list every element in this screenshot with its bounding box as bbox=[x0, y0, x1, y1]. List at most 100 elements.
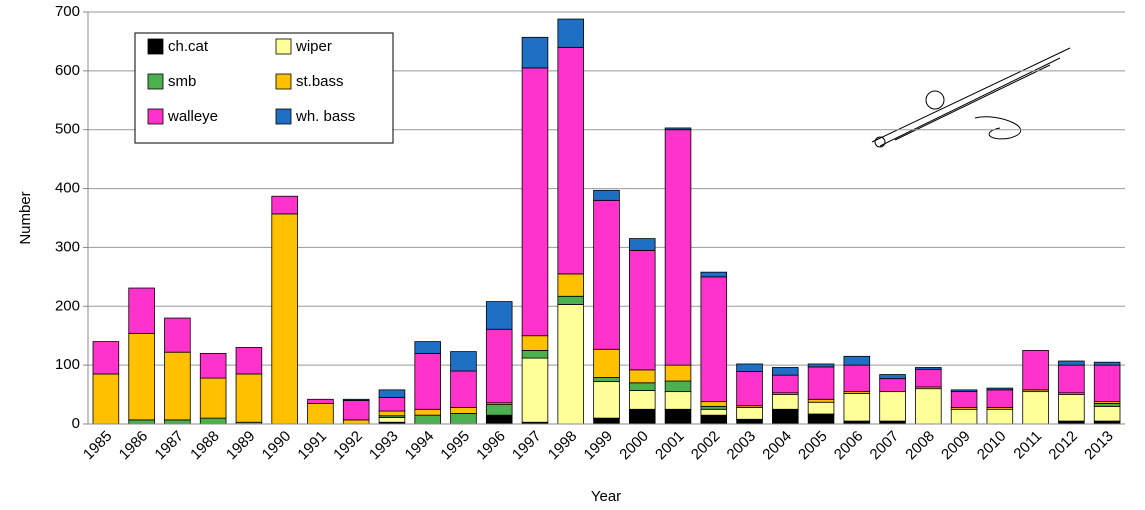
legend-label: ch.cat bbox=[168, 38, 209, 55]
bar-segment bbox=[129, 288, 155, 333]
bar-segment bbox=[415, 409, 441, 415]
legend-swatch bbox=[148, 109, 163, 124]
bar-segment bbox=[987, 390, 1013, 408]
bar-segment bbox=[808, 364, 834, 367]
bar-segment bbox=[808, 367, 834, 399]
bar-segment bbox=[880, 392, 906, 421]
bar-segment bbox=[415, 353, 441, 409]
bar-segment bbox=[772, 409, 798, 424]
bar-segment bbox=[451, 413, 477, 424]
bar-segment bbox=[844, 365, 870, 391]
legend-swatch bbox=[148, 39, 163, 54]
bar-segment bbox=[379, 411, 405, 416]
bar-segment bbox=[629, 383, 655, 391]
x-tick-label: 2008 bbox=[902, 428, 938, 464]
bar-segment bbox=[236, 374, 262, 422]
bar-segment bbox=[701, 409, 727, 415]
bar-segment bbox=[486, 415, 512, 424]
bar-segment bbox=[629, 409, 655, 424]
legend-label: wiper bbox=[295, 38, 332, 55]
bar-segment bbox=[665, 381, 691, 392]
bar-segment bbox=[343, 399, 369, 400]
x-tick-label: 1992 bbox=[330, 428, 366, 464]
bar-segment bbox=[987, 409, 1013, 424]
bar-segment bbox=[1094, 406, 1120, 421]
bar-segment bbox=[880, 375, 906, 379]
bar-segment bbox=[665, 392, 691, 410]
bar-segment bbox=[594, 418, 620, 424]
bar-segment bbox=[272, 196, 298, 214]
bar-segment bbox=[629, 250, 655, 369]
bar-segment bbox=[522, 358, 548, 422]
bar-segment bbox=[594, 378, 620, 382]
bar-segment bbox=[951, 409, 977, 424]
bar-segment bbox=[200, 353, 226, 378]
bar-segment bbox=[451, 352, 477, 371]
bar-segment bbox=[415, 342, 441, 354]
legend-swatch bbox=[276, 74, 291, 89]
bar-segment bbox=[594, 382, 620, 418]
bar-segment bbox=[951, 390, 977, 392]
x-tick-label: 2009 bbox=[938, 428, 974, 464]
x-tick-label: 2001 bbox=[652, 428, 688, 464]
x-tick-label: 1994 bbox=[402, 428, 438, 464]
bar-segment bbox=[379, 418, 405, 423]
bar-segment bbox=[93, 342, 119, 374]
bar-segment bbox=[343, 400, 369, 419]
bar-segment bbox=[915, 369, 941, 387]
bar-segment bbox=[737, 408, 763, 420]
x-tick-label: 1998 bbox=[545, 428, 581, 464]
legend-swatch bbox=[148, 74, 163, 89]
bar-segment bbox=[1094, 365, 1120, 401]
bar-segment bbox=[629, 370, 655, 383]
x-tick-label: 2006 bbox=[831, 428, 867, 464]
bar-segment bbox=[808, 399, 834, 402]
bar-segment bbox=[701, 406, 727, 409]
bar-segment bbox=[665, 365, 691, 381]
bar-segment bbox=[558, 47, 584, 274]
bar-segment bbox=[594, 200, 620, 349]
x-tick-label: 2005 bbox=[795, 428, 831, 464]
bar-segment bbox=[808, 402, 834, 414]
chart: Number Year 0100200300400500600700198519… bbox=[0, 0, 1145, 510]
y-tick-label: 0 bbox=[72, 415, 80, 432]
x-tick-label: 2004 bbox=[759, 428, 795, 464]
x-tick-label: 2000 bbox=[616, 428, 652, 464]
x-tick-label: 1991 bbox=[294, 428, 330, 464]
bar-segment bbox=[844, 393, 870, 421]
x-tick-label: 2013 bbox=[1081, 428, 1117, 464]
bar-segment bbox=[701, 415, 727, 424]
bar-segment bbox=[558, 274, 584, 296]
bar-segment bbox=[129, 333, 155, 420]
bar-segment bbox=[844, 356, 870, 365]
x-tick-label: 2012 bbox=[1045, 428, 1081, 464]
x-tick-label: 2007 bbox=[867, 428, 903, 464]
bar-segment bbox=[308, 403, 334, 424]
bar-segment bbox=[451, 371, 477, 407]
bar-segment bbox=[486, 329, 512, 403]
bar-segment bbox=[129, 420, 155, 424]
y-tick-label: 200 bbox=[55, 297, 80, 314]
bar-segment bbox=[772, 367, 798, 375]
x-tick-label: 2010 bbox=[974, 428, 1010, 464]
bar-segment bbox=[665, 409, 691, 424]
bar-segment bbox=[200, 378, 226, 418]
bar-segment bbox=[379, 398, 405, 412]
y-tick-label: 500 bbox=[55, 121, 80, 138]
bar-segment bbox=[701, 402, 727, 407]
bar-segment bbox=[165, 318, 191, 352]
bar-segment bbox=[165, 420, 191, 424]
bar-segment bbox=[379, 390, 405, 398]
bar-segment bbox=[558, 19, 584, 47]
bar-segment bbox=[522, 37, 548, 68]
x-tick-label: 1986 bbox=[116, 428, 152, 464]
x-tick-label: 1990 bbox=[259, 428, 295, 464]
x-tick-label: 1999 bbox=[581, 428, 617, 464]
bar-segment bbox=[1094, 362, 1120, 365]
y-tick-label: 600 bbox=[55, 62, 80, 79]
bar-segment bbox=[165, 352, 191, 420]
bar-segment bbox=[415, 415, 441, 424]
x-tick-label: 2003 bbox=[724, 428, 760, 464]
bar-segment bbox=[629, 239, 655, 251]
bar-segment bbox=[915, 389, 941, 424]
